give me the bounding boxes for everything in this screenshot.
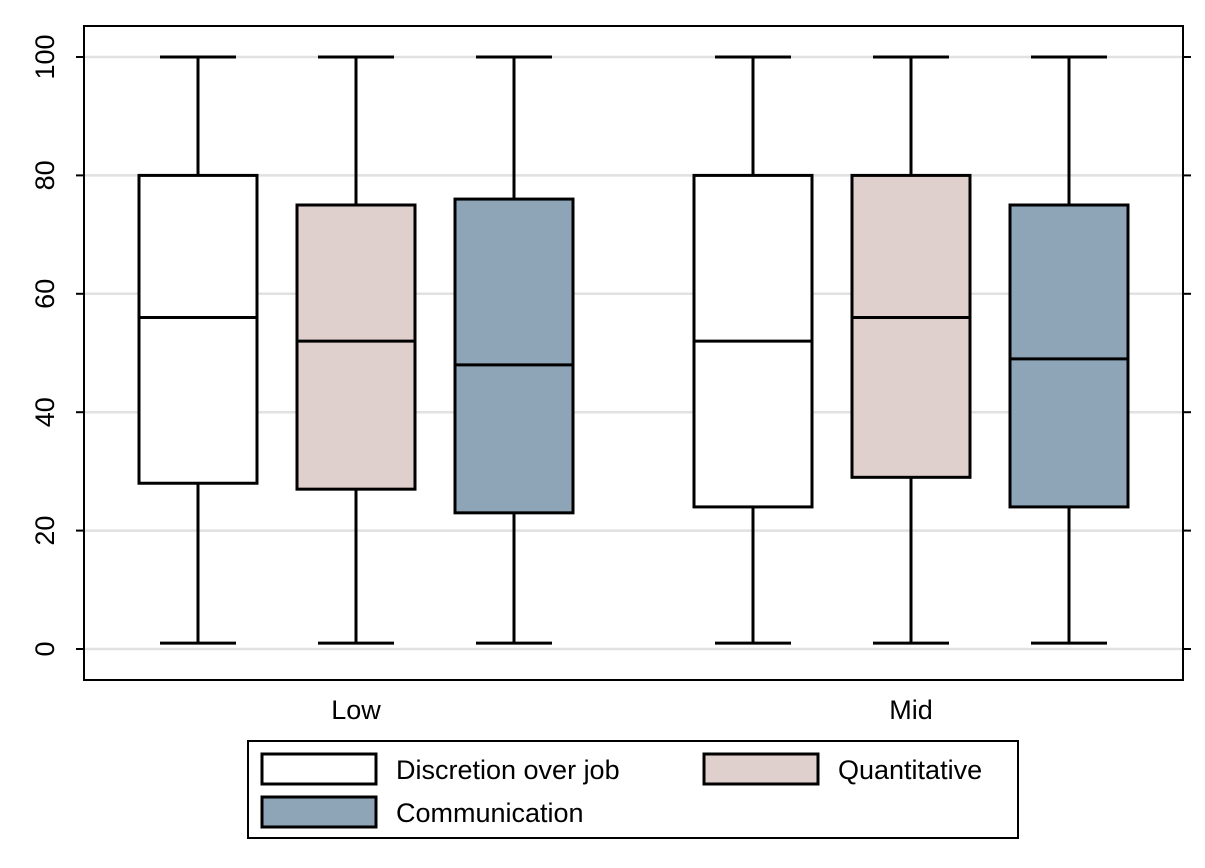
box-mid-3 [1008,55,1130,645]
legend-label: Communication [396,798,584,828]
box-mid-2 [850,55,972,645]
x-category-label: Low [331,695,381,725]
legend-swatch [702,752,820,786]
y-tick-label: 20 [30,516,60,546]
legend: Discretion over job Quantitative Communica… [247,740,1019,839]
x-category-label: Mid [889,695,933,725]
box-body [850,173,972,479]
y-tick-label: 40 [30,397,60,427]
legend-swatch [260,795,378,829]
box-body [1008,203,1130,509]
y-tick-label: 100 [30,34,60,79]
legend-label: Quantitative [838,755,982,785]
y-axis: 0 20 40 60 80 100 [30,34,1191,657]
y-tick-label: 80 [30,160,60,190]
legend-swatch [260,752,378,786]
y-tick-label: 0 [30,641,60,656]
box-low-2 [295,55,417,645]
boxes [137,55,1130,645]
y-tick-label: 60 [30,279,60,309]
box-low-1 [137,55,259,645]
plot-area [83,25,1184,681]
x-axis: Low Mid [331,695,933,725]
gridlines [85,55,1182,651]
box-mid-1 [692,55,814,645]
box-body [295,203,417,491]
box-body [453,197,575,515]
legend-label: Discretion over job [396,755,620,785]
box-body [137,173,259,485]
box-low-3 [453,55,575,645]
